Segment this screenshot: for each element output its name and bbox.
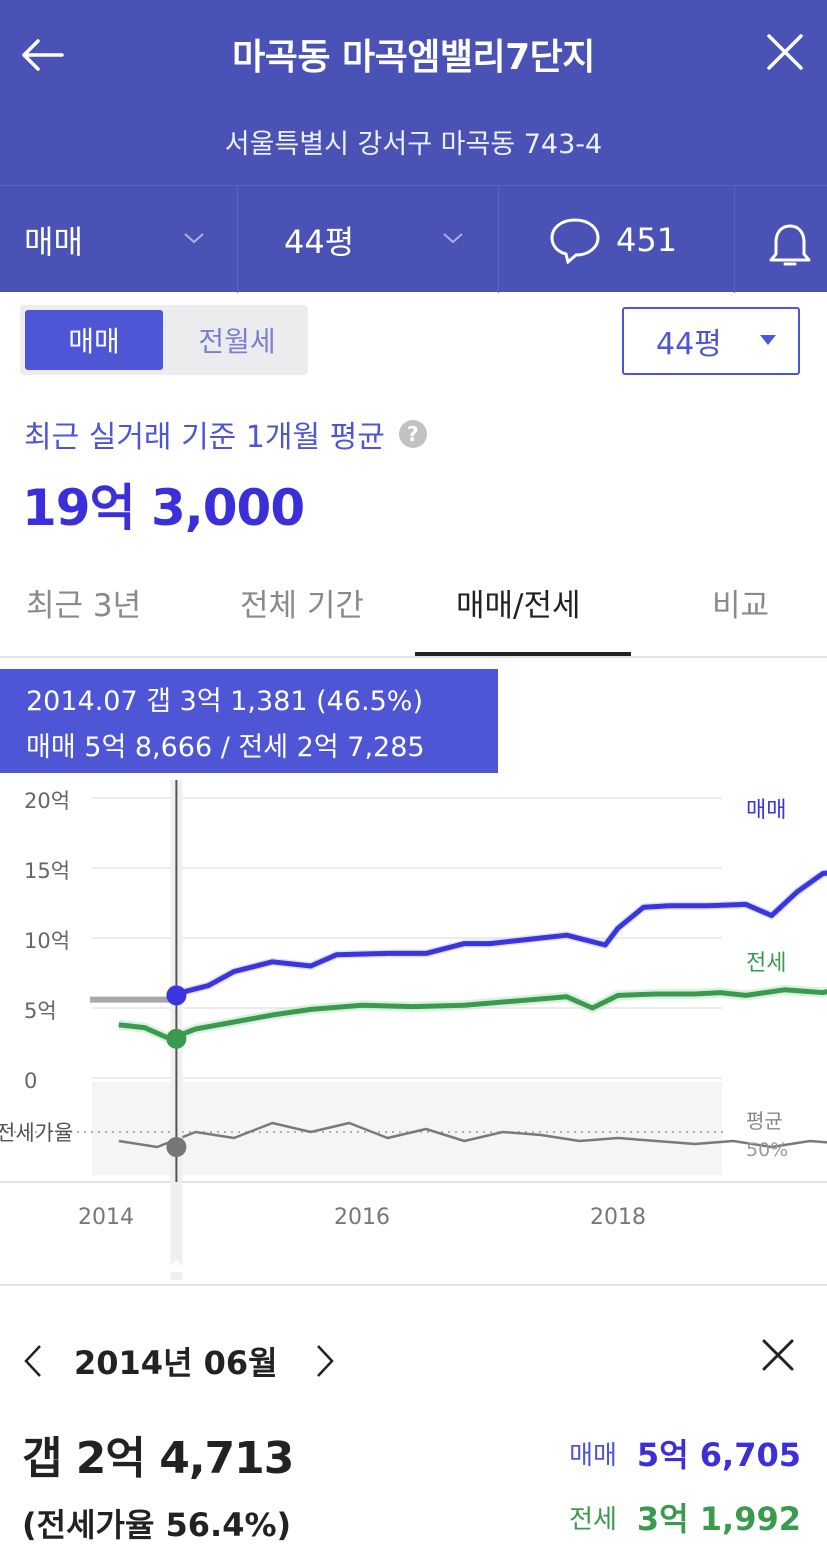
- jeonse-series-line: [118, 987, 827, 1042]
- average-label: 평균: [746, 1109, 783, 1133]
- price-chart[interactable]: 20억15억10억5억020142016201820202022매매전세전세가율…: [0, 780, 827, 1284]
- divider: [734, 186, 735, 293]
- back-arrow-icon[interactable]: [18, 30, 68, 80]
- segment-sale[interactable]: 매매: [25, 310, 163, 370]
- y-tick-label: 15억: [24, 859, 70, 883]
- deal-type-label: 매매: [24, 222, 83, 261]
- y-tick-label: 5억: [24, 999, 57, 1023]
- chevron-down-icon: [184, 233, 204, 244]
- deal-type-dropdown[interactable]: 매매: [24, 186, 234, 293]
- sale-value: 5억 6,705: [636, 1436, 801, 1474]
- period-tabs: 최근 3년 전체 기간 매매/전세 비교: [0, 568, 827, 658]
- ratio-label: 전세가율: [0, 1121, 73, 1145]
- price-basis: 최근 실거래 기준 1개월 평균 ?: [24, 412, 427, 456]
- average-price: 19억 3,000: [22, 479, 305, 537]
- size-select[interactable]: 44평: [622, 307, 800, 375]
- comment-count: 451: [616, 220, 678, 259]
- gap-amount: 갭 2억 4,713: [22, 1433, 294, 1484]
- deal-type-segment: 매매 전월세: [20, 305, 308, 375]
- sale-price-row: 매매 5억 6,705: [569, 1430, 801, 1476]
- page-title: 마곡동 마곡엠밸리7단지: [232, 37, 595, 78]
- chevron-left-icon[interactable]: [22, 1343, 44, 1379]
- sale-label: 매매: [569, 1440, 617, 1471]
- hover-pointer: [164, 1260, 189, 1272]
- close-icon[interactable]: [760, 1337, 796, 1373]
- sale-series-label: 매매: [746, 798, 786, 823]
- x-tick-label: 2016: [334, 1205, 390, 1230]
- segment-rent[interactable]: 전월세: [198, 325, 276, 358]
- x-tick-label: 2018: [590, 1205, 646, 1230]
- price-basis-label: 최근 실거래 기준 1개월 평균: [24, 420, 385, 455]
- address-text: 서울특별시 강서구 마곡동 743-4: [224, 129, 603, 160]
- tooltip-line1: 2014.07 갭 3억 1,381 (46.5%): [26, 686, 423, 717]
- size-label: 44평: [284, 222, 355, 261]
- comments-button[interactable]: 451: [548, 186, 728, 293]
- sale-point-marker: [166, 985, 187, 1006]
- tab-sale-jeonse[interactable]: 매매/전세: [456, 588, 581, 624]
- y-tick-label: 10억: [24, 929, 70, 953]
- ratio-band-bg: [92, 1082, 722, 1175]
- y-tick-label: 20억: [24, 789, 70, 813]
- jeonse-ratio: (전세가율 56.4%): [22, 1506, 292, 1544]
- x-tick-label: 2014: [78, 1205, 134, 1230]
- tooltip-line2: 매매 5억 8,666 / 전세 2억 7,285: [26, 732, 425, 763]
- ratio-point-marker: [166, 1137, 187, 1157]
- divider: [498, 186, 499, 293]
- tab-all-period[interactable]: 전체 기간: [240, 588, 364, 624]
- speech-bubble-icon: [550, 217, 600, 264]
- jeonse-value: 3억 1,992: [636, 1500, 801, 1538]
- chevron-down-icon: [443, 233, 463, 244]
- jeonse-price-row: 전세 3억 1,992: [569, 1494, 801, 1540]
- size-dropdown[interactable]: 44평: [284, 186, 494, 293]
- active-tab-indicator: [415, 652, 631, 656]
- app-header: 마곡동 마곡엠밸리7단지 서울특별시 강서구 마곡동 743-4 매매 44평 …: [0, 0, 827, 293]
- jeonse-point-marker: [166, 1028, 187, 1049]
- bell-icon[interactable]: [768, 222, 812, 270]
- close-icon[interactable]: [763, 30, 807, 74]
- ratio-series-line: [118, 1121, 827, 1149]
- filter-row: 매매 44평 451: [0, 185, 827, 293]
- tab-recent-3y[interactable]: 최근 3년: [26, 588, 142, 624]
- sale-range-shade: [169, 868, 827, 1000]
- size-select-value: 44평: [656, 327, 722, 362]
- chevron-right-icon[interactable]: [314, 1343, 336, 1379]
- month-navigator: 2014년 06월: [22, 1338, 336, 1384]
- selected-month: 2014년 06월: [74, 1344, 278, 1382]
- jeonse-label: 전세: [569, 1504, 617, 1535]
- chart-tooltip: 2014.07 갭 3억 1,381 (46.5%) 매매 5억 8,666 /…: [0, 669, 498, 773]
- caret-down-icon: [760, 335, 776, 345]
- tab-compare[interactable]: 비교: [712, 588, 770, 624]
- jeonse-series-label: 전세: [746, 951, 786, 976]
- divider: [0, 1284, 827, 1286]
- average-value: 50%: [746, 1139, 788, 1161]
- y-tick-label: 0: [24, 1069, 37, 1093]
- divider: [237, 186, 238, 293]
- help-icon[interactable]: ?: [398, 420, 427, 448]
- sale-series-line: [169, 870, 827, 998]
